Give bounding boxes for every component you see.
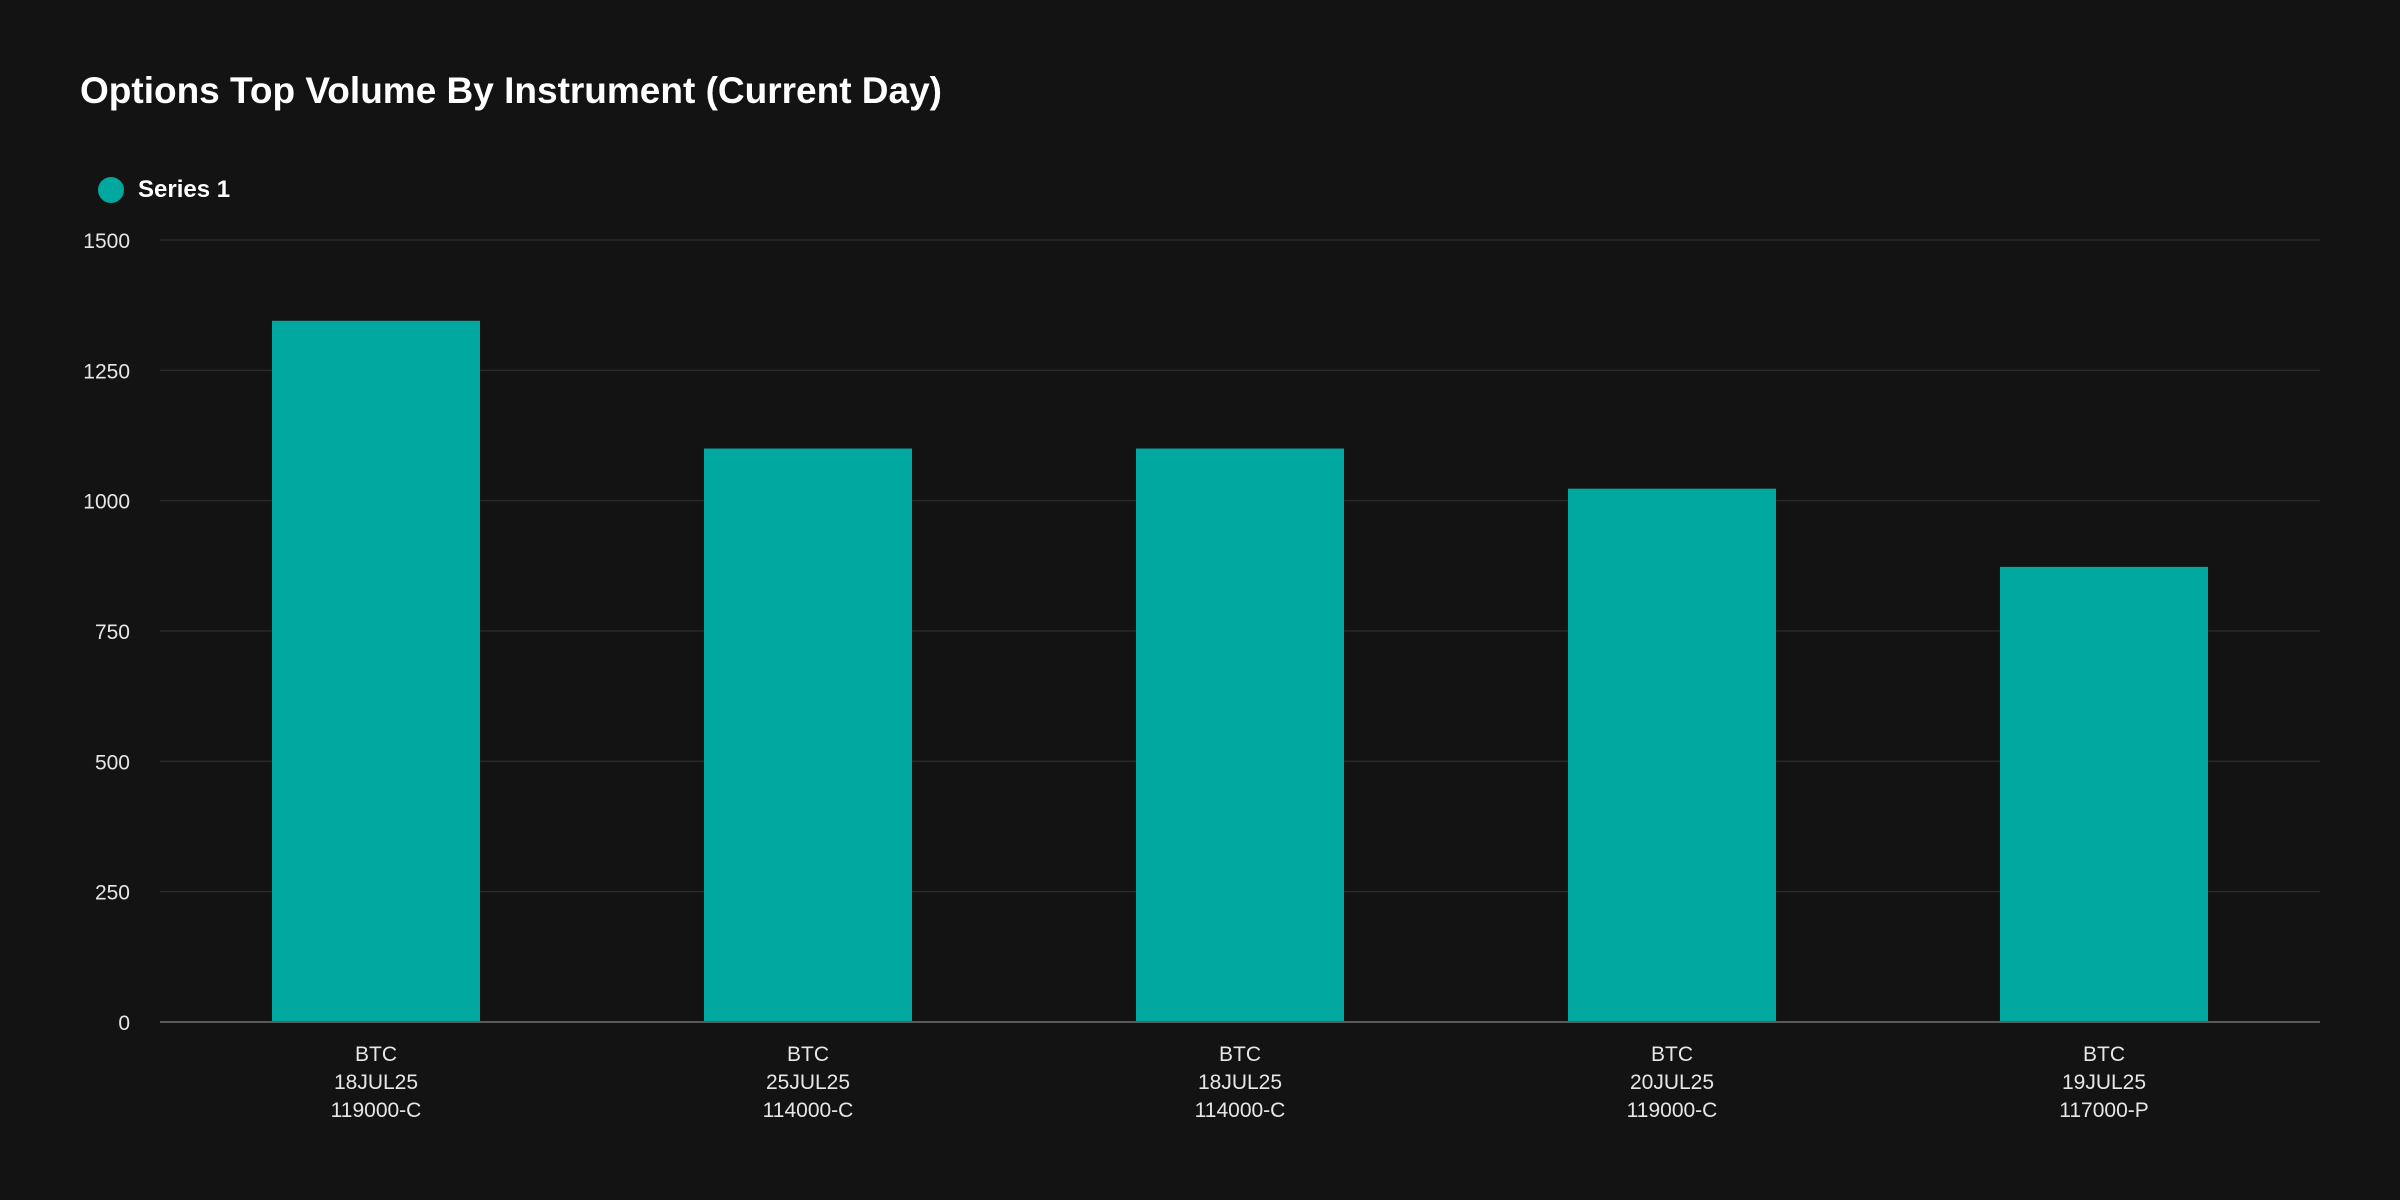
x-tick-label-5: BTC 19JUL25 117000-P xyxy=(2059,1043,2149,1122)
bar-1[interactable] xyxy=(272,320,480,1023)
y-tick-label-2: 500 xyxy=(95,751,130,774)
legend: Series 1 xyxy=(98,176,230,204)
y-tick-label-1: 250 xyxy=(95,882,130,905)
legend-label-series-1: Series 1 xyxy=(138,176,231,203)
x-tick-label-1: BTC 18JUL25 119000-C xyxy=(331,1043,422,1122)
bar-5[interactable] xyxy=(2000,566,2208,1022)
bars xyxy=(272,320,2208,1023)
y-tick-label-6: 1500 xyxy=(83,230,130,253)
y-tick-label-0: 0 xyxy=(118,1012,130,1035)
bar-4[interactable] xyxy=(1568,488,1776,1022)
y-axis-tick-labels: 0 250 500 750 1000 1250 1500 xyxy=(83,230,130,1035)
y-tick-label-4: 1000 xyxy=(83,491,130,514)
x-axis-tick-labels: BTC 18JUL25 119000-C BTC 25JUL25 114000-C BTC 1… xyxy=(331,1043,2149,1122)
x-tick-label-3: BTC 18JUL25 114000-C xyxy=(1195,1043,1286,1122)
y-tick-label-5: 1250 xyxy=(83,360,130,383)
x-tick-label-2: BTC 25JUL25 114000-C xyxy=(763,1043,854,1122)
legend-swatch-series-1 xyxy=(98,177,124,203)
y-tick-label-3: 750 xyxy=(95,621,130,644)
bar-2[interactable] xyxy=(704,448,912,1022)
bar-3[interactable] xyxy=(1136,448,1344,1022)
x-tick-label-4: BTC 20JUL25 119000-C xyxy=(1627,1043,1718,1122)
chart-title: Options Top Volume By Instrument (Curren… xyxy=(80,70,943,111)
